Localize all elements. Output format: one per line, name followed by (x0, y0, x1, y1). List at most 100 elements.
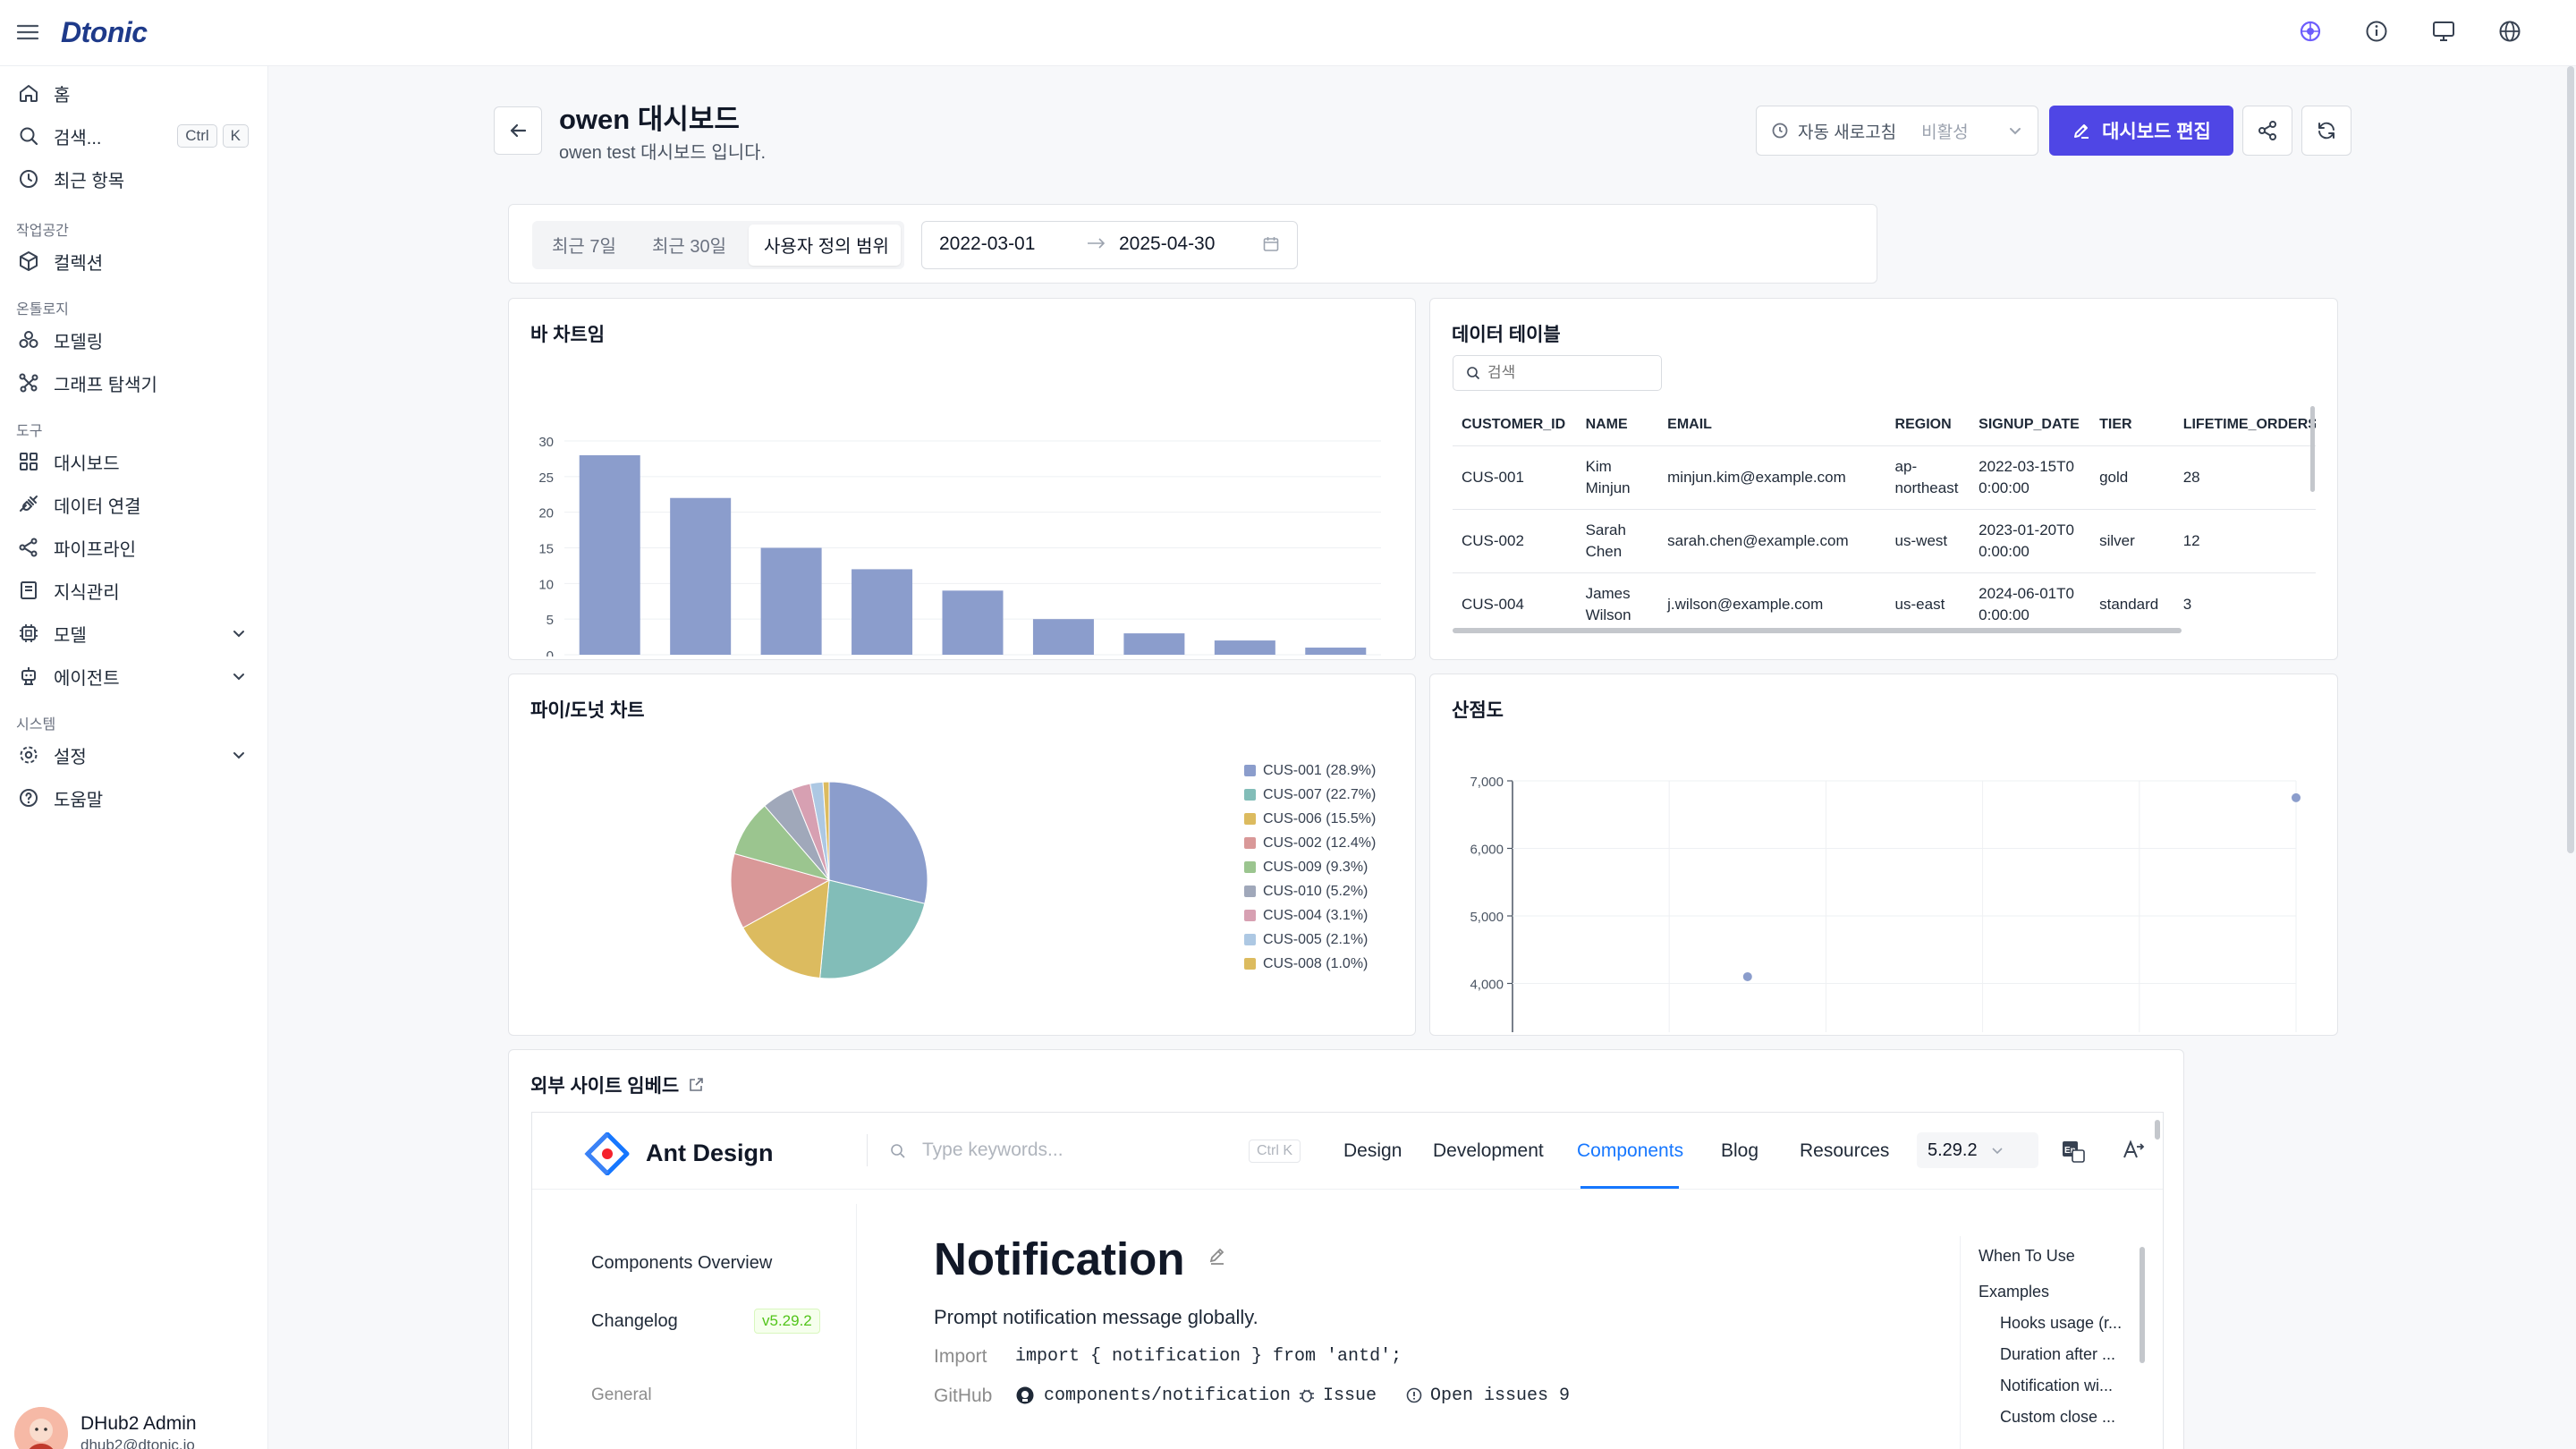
ant-search-input[interactable]: Type keywords... (922, 1140, 1063, 1160)
pie-slice[interactable] (828, 781, 928, 904)
sidebar-item-help[interactable]: 도움말 (16, 778, 252, 818)
legend-item[interactable]: CUS-004 (3.1%) (1244, 903, 1376, 928)
pie-slice[interactable] (730, 852, 831, 928)
sidebar-item-search[interactable]: 검색... Ctrl K (16, 116, 252, 156)
embed-iframe[interactable]: Ant Design Type keywords... Ctrl K Desig… (531, 1112, 2164, 1449)
bar[interactable] (1305, 648, 1367, 655)
ant-version-select[interactable]: 5.29.2 (1917, 1132, 2038, 1168)
bar[interactable] (852, 569, 913, 655)
edit-dashboard-button[interactable]: 대시보드 편집 (2049, 106, 2233, 156)
ant-side-overview[interactable]: Components Overview (591, 1253, 773, 1273)
edit-icon[interactable] (1207, 1245, 1228, 1267)
sidebar-item-home[interactable]: 홈 (16, 73, 252, 113)
monitor-icon[interactable] (2431, 20, 2456, 43)
ant-toc-item-5[interactable]: Custom close ... (2000, 1408, 2116, 1426)
column-header[interactable]: NAME (1585, 416, 1628, 432)
sidebar-item-collection[interactable]: 컬렉션 (16, 242, 252, 281)
bar[interactable] (1032, 619, 1094, 655)
column-header[interactable]: CUSTOMER_ID (1462, 416, 1566, 432)
ant-toc-item-3[interactable]: Duration after ... (2000, 1345, 2116, 1363)
ant-issue-link[interactable]: Issue (1323, 1385, 1377, 1406)
auto-refresh-select[interactable]: 자동 새로고침 비활성 (1756, 106, 2038, 156)
vertical-scrollbar[interactable] (2310, 406, 2315, 492)
table-scroll-area[interactable]: CUSTOMER_ID NAME EMAIL REGION SIGNUP_DATE TIE… (1453, 404, 2316, 644)
tab-custom-range[interactable] (749, 225, 901, 266)
pie-slice[interactable] (819, 879, 926, 979)
ontology-icon[interactable] (2299, 20, 2322, 43)
column-header[interactable]: SIGNUP_DATE (1979, 416, 2080, 432)
ant-brand[interactable]: Ant Design (646, 1140, 774, 1166)
date-start[interactable]: 2022-03-01 (939, 233, 1036, 254)
sidebar-item-graph[interactable]: 그래프 탐색기 (16, 363, 252, 402)
ant-logo-icon[interactable] (584, 1131, 631, 1180)
calendar-icon[interactable] (1262, 235, 1280, 258)
scatter-point[interactable] (2292, 792, 2301, 802)
ant-github-repo[interactable]: components/notification (1044, 1385, 1292, 1406)
ant-toc-item-0[interactable]: When To Use (1979, 1247, 2075, 1265)
sidebar-item-dashboard[interactable]: 대시보드 (16, 442, 252, 481)
tab-7days[interactable]: 최근 7일 (552, 237, 616, 257)
legend-item[interactable]: CUS-006 (15.5%) (1244, 807, 1376, 831)
tab-30days[interactable]: 최근 30일 (652, 237, 727, 257)
sidebar-item-dataconn[interactable]: 데이터 연결 (16, 485, 252, 524)
sidebar-item-model[interactable]: 모델 (16, 614, 252, 653)
table-row[interactable]: CUS-002 Sarah Chen sarah.chen@example.com u… (1453, 508, 2316, 572)
bar[interactable] (1214, 640, 1275, 655)
legend-item[interactable]: CUS-009 (9.3%) (1244, 855, 1376, 879)
share-button[interactable] (2242, 106, 2292, 156)
table-row[interactable]: CUS-001 Kim Minjun minjun.kim@example.com a… (1453, 445, 2316, 509)
table-search-input[interactable] (1487, 364, 1640, 382)
sidebar-item-modeling[interactable]: 모델링 (16, 320, 252, 360)
date-end[interactable]: 2025-04-30 (1119, 233, 1216, 254)
language-icon[interactable]: En (2060, 1138, 2087, 1165)
ant-nav-blog[interactable]: Blog (1721, 1140, 1759, 1161)
legend-item[interactable]: CUS-005 (2.1%) (1244, 928, 1376, 952)
column-header[interactable]: LIFETIME_ORDERS (2182, 416, 2316, 432)
bar[interactable] (942, 590, 1004, 655)
column-header[interactable]: EMAIL (1667, 416, 1712, 432)
ant-nav-development[interactable]: Development (1433, 1140, 1544, 1161)
legend-item[interactable]: CUS-002 (12.4%) (1244, 831, 1376, 855)
table-row[interactable]: CUS-004 James Wilson j.wilson@example.com u… (1453, 572, 2316, 636)
ant-toc-scrollbar[interactable] (2140, 1247, 2145, 1363)
pie-slice[interactable] (742, 879, 830, 979)
legend-item[interactable]: CUS-007 (22.7%) (1244, 783, 1376, 807)
refresh-button[interactable] (2301, 106, 2351, 156)
ant-nav-resources[interactable]: Resources (1800, 1140, 1890, 1161)
user-profile[interactable]: DHub2 Admin dhub2@dtonic.io (14, 1404, 256, 1449)
date-range-picker[interactable] (921, 221, 1298, 269)
page-scrollbar[interactable] (2567, 66, 2574, 853)
external-link-icon[interactable] (688, 1077, 704, 1093)
bar[interactable] (760, 547, 822, 656)
ant-page-scrollbar[interactable] (2155, 1120, 2160, 1140)
back-button[interactable] (494, 106, 542, 155)
legend-item[interactable]: CUS-001 (28.9%) (1244, 758, 1376, 783)
globe-icon[interactable] (2498, 20, 2521, 43)
app-logo[interactable]: Dtonic (61, 16, 148, 48)
bar[interactable] (579, 454, 640, 655)
column-header[interactable]: REGION (1894, 416, 1952, 432)
sidebar-item-agent[interactable]: 에이전트 (16, 657, 252, 696)
sidebar-item-recent[interactable]: 최근 항목 (16, 159, 252, 199)
legend-item[interactable]: CUS-010 (5.2%) (1244, 879, 1376, 903)
bar[interactable] (670, 497, 732, 655)
ant-nav-design[interactable]: Design (1343, 1140, 1402, 1161)
sidebar-item-settings[interactable]: 설정 (16, 735, 252, 775)
info-icon[interactable] (2365, 20, 2388, 43)
bar[interactable] (1123, 633, 1185, 655)
sidebar-item-knowledge[interactable]: 지식관리 (16, 571, 252, 610)
ant-side-changelog[interactable]: Changelog (591, 1311, 678, 1331)
direction-icon[interactable] (2121, 1138, 2146, 1163)
column-header[interactable]: TIER (2099, 416, 2132, 432)
ant-toc-item-4[interactable]: Notification wi... (2000, 1377, 2114, 1394)
scatter-point[interactable] (1742, 971, 1752, 981)
sidebar-item-pipeline[interactable]: 파이프라인 (16, 528, 252, 567)
horizontal-scrollbar[interactable] (1453, 628, 2182, 633)
table-search[interactable] (1453, 355, 1662, 391)
menu-icon[interactable] (16, 21, 39, 43)
ant-toc-item-1[interactable]: Examples (1979, 1283, 2050, 1301)
pie-slice[interactable] (822, 781, 830, 881)
ant-toc-item-2[interactable]: Hooks usage (r... (2000, 1314, 2123, 1332)
legend-item[interactable]: CUS-008 (1.0%) (1244, 952, 1376, 976)
ant-nav-components[interactable]: Components (1577, 1140, 1684, 1161)
